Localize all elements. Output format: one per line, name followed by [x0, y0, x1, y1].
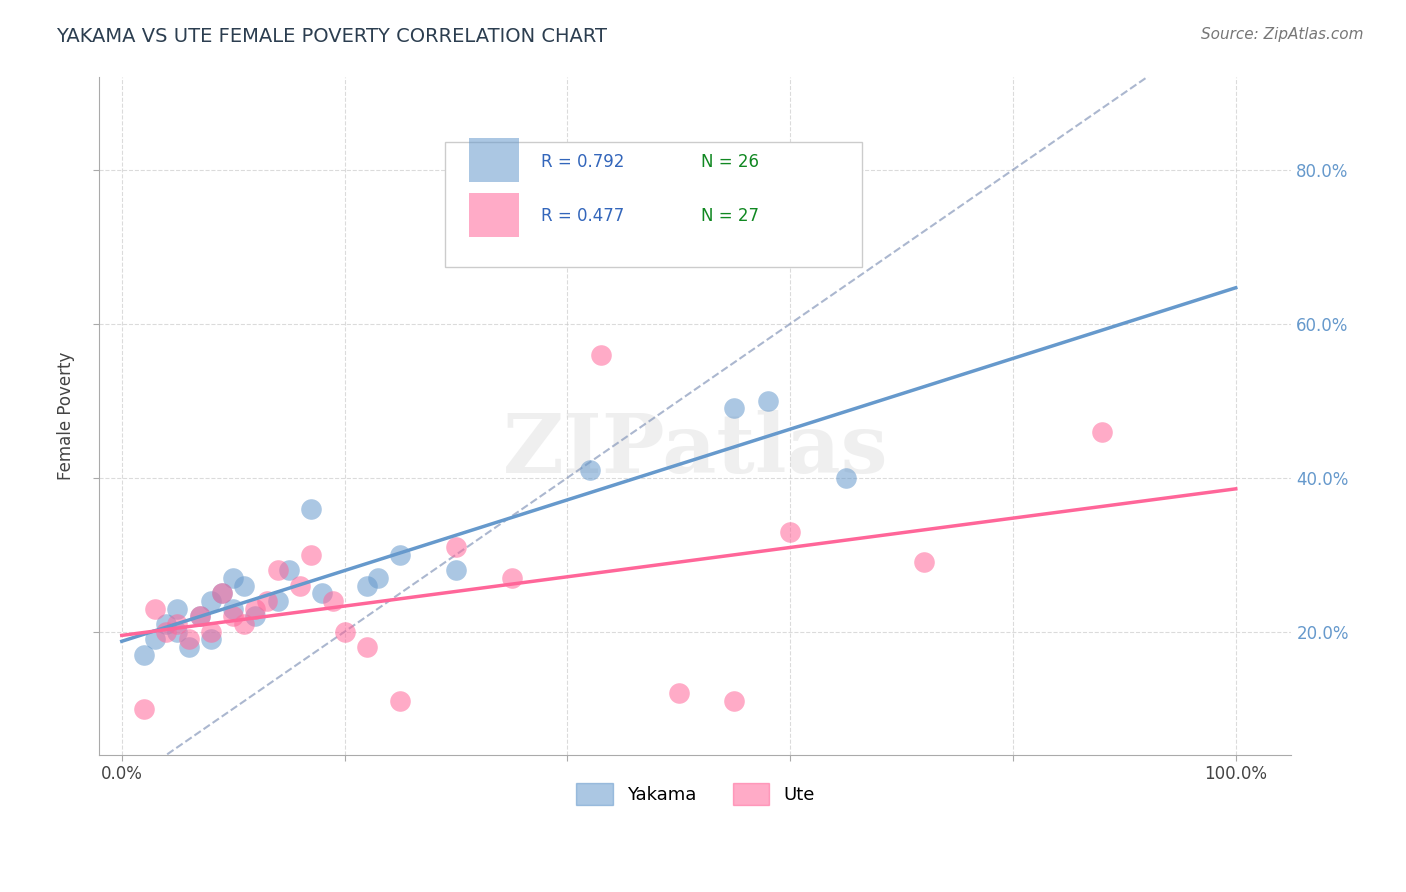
- Point: [132, 648, 155, 662]
- Text: YAKAMA VS UTE FEMALE POVERTY CORRELATION CHART: YAKAMA VS UTE FEMALE POVERTY CORRELATION…: [56, 27, 607, 45]
- Point: [779, 524, 801, 539]
- Text: N = 27: N = 27: [702, 207, 759, 226]
- Point: [143, 601, 166, 615]
- Point: [233, 578, 256, 592]
- Point: [299, 548, 322, 562]
- Point: [589, 348, 612, 362]
- Point: [501, 571, 523, 585]
- Point: [578, 463, 600, 477]
- Point: [723, 401, 745, 416]
- Point: [188, 609, 211, 624]
- Point: [245, 609, 267, 624]
- Point: [311, 586, 333, 600]
- Text: Source: ZipAtlas.com: Source: ZipAtlas.com: [1201, 27, 1364, 42]
- Point: [277, 563, 299, 577]
- Text: R = 0.477: R = 0.477: [540, 207, 624, 226]
- Point: [1091, 425, 1114, 439]
- Point: [668, 686, 690, 700]
- Point: [444, 540, 467, 554]
- Point: [155, 617, 177, 632]
- Text: N = 26: N = 26: [702, 153, 759, 171]
- Point: [299, 501, 322, 516]
- Point: [288, 578, 311, 592]
- Point: [233, 617, 256, 632]
- Point: [177, 640, 200, 654]
- Point: [756, 393, 779, 408]
- Point: [389, 694, 412, 708]
- Point: [256, 594, 278, 608]
- Point: [177, 632, 200, 647]
- Point: [166, 601, 188, 615]
- Point: [367, 571, 389, 585]
- Point: [166, 617, 188, 632]
- Point: [222, 609, 245, 624]
- FancyBboxPatch shape: [446, 142, 862, 267]
- Point: [356, 578, 378, 592]
- FancyBboxPatch shape: [470, 193, 519, 236]
- Point: [912, 556, 935, 570]
- Point: [143, 632, 166, 647]
- Point: [155, 624, 177, 639]
- Point: [835, 471, 858, 485]
- Point: [211, 586, 233, 600]
- Point: [200, 594, 222, 608]
- Point: [267, 563, 290, 577]
- Point: [200, 624, 222, 639]
- Point: [333, 624, 356, 639]
- Point: [356, 640, 378, 654]
- Point: [188, 609, 211, 624]
- Point: [267, 594, 290, 608]
- FancyBboxPatch shape: [470, 138, 519, 183]
- Point: [222, 601, 245, 615]
- Point: [132, 702, 155, 716]
- Legend: Yakama, Ute: Yakama, Ute: [568, 773, 824, 814]
- Text: ZIPatlas: ZIPatlas: [503, 410, 889, 490]
- Point: [389, 548, 412, 562]
- Point: [166, 624, 188, 639]
- Point: [245, 601, 267, 615]
- Point: [322, 594, 344, 608]
- Point: [444, 563, 467, 577]
- Point: [211, 586, 233, 600]
- Point: [200, 632, 222, 647]
- Y-axis label: Female Poverty: Female Poverty: [58, 352, 75, 481]
- Point: [222, 571, 245, 585]
- Point: [723, 694, 745, 708]
- Text: R = 0.792: R = 0.792: [540, 153, 624, 171]
